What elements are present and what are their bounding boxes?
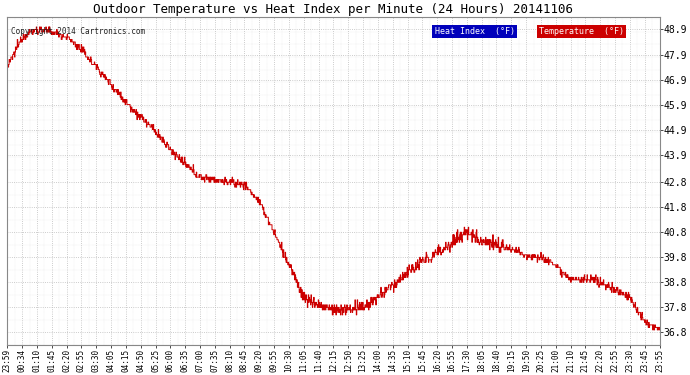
- Text: Temperature  (°F): Temperature (°F): [539, 27, 624, 36]
- Text: Copyright 2014 Cartronics.com: Copyright 2014 Cartronics.com: [10, 27, 145, 36]
- Text: Heat Index  (°F): Heat Index (°F): [435, 27, 515, 36]
- Title: Outdoor Temperature vs Heat Index per Minute (24 Hours) 20141106: Outdoor Temperature vs Heat Index per Mi…: [93, 3, 573, 16]
